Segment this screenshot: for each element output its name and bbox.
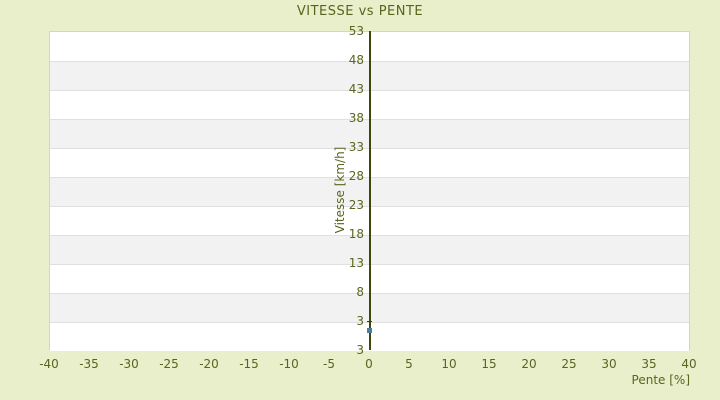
y-tick-label: 33 (348, 139, 364, 154)
y-tick-label: 48 (348, 52, 364, 67)
x-tick-label: 0 (365, 357, 373, 371)
x-tick-label: -15 (239, 357, 259, 371)
x-tick-label: 25 (561, 357, 577, 371)
y-tick-label: 38 (348, 110, 364, 125)
x-tick-label: -20 (199, 357, 219, 371)
y-tick-label: 28 (348, 168, 364, 183)
y-tick-label: 3 (356, 313, 364, 328)
y-axis-line (369, 31, 371, 350)
x-tick-label: 20 (521, 357, 537, 371)
y-tick-label: 8 (356, 284, 364, 299)
y-tick-label: 13 (348, 255, 364, 270)
data-point-marker (367, 328, 372, 334)
x-tick-label: 40 (681, 357, 697, 371)
y-tick-label: 53 (348, 23, 364, 38)
y-tick-label: 23 (348, 197, 364, 212)
x-tick-label: -30 (119, 357, 139, 371)
error-bar-cap (367, 321, 372, 322)
x-tick-label: 5 (405, 357, 413, 371)
x-tick-label: 15 (481, 357, 497, 371)
error-bar-line (369, 321, 370, 336)
x-tick-label: -35 (79, 357, 99, 371)
y-tick-label: 18 (348, 226, 364, 241)
y-tick-label: 3 (356, 342, 364, 357)
x-tick-label: -40 (39, 357, 59, 371)
x-tick-label: 30 (601, 357, 617, 371)
x-tick-label: -5 (323, 357, 335, 371)
x-tick-label: 35 (641, 357, 657, 371)
x-tick-label: 10 (441, 357, 457, 371)
chart-title: VITESSE vs PENTE (296, 4, 424, 19)
x-axis-title: Pente [%] (631, 373, 690, 387)
y-tick-label: 43 (348, 81, 364, 96)
x-tick-label: -25 (159, 357, 179, 371)
x-tick-label: -10 (279, 357, 299, 371)
